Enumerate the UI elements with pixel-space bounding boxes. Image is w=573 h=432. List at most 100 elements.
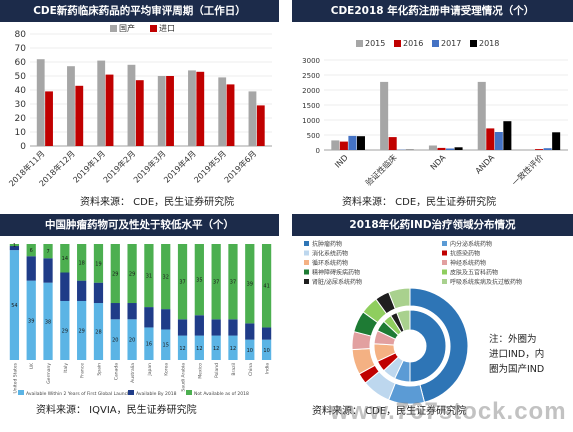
x-tick-label: Canada bbox=[113, 363, 119, 380]
bar-segment bbox=[9, 244, 20, 247]
y-tick-label: 0 bbox=[20, 142, 26, 152]
bar-segment bbox=[177, 335, 188, 360]
data-label: 12 bbox=[179, 346, 185, 352]
x-tick-label: China bbox=[248, 363, 254, 376]
bar-segment bbox=[26, 280, 36, 360]
legend-label: Available By 2018 bbox=[136, 391, 177, 397]
legend-swatch bbox=[442, 241, 447, 246]
y-tick-label: 80 bbox=[15, 30, 27, 40]
bar bbox=[188, 70, 196, 146]
legend-label: Available Within 2 Years of First Global… bbox=[26, 391, 130, 397]
data-label: 32 bbox=[163, 275, 169, 281]
data-label: 20 bbox=[129, 338, 135, 344]
data-label: 15 bbox=[163, 343, 169, 349]
x-tick-label: IND bbox=[333, 153, 350, 170]
legend-swatch bbox=[304, 260, 309, 265]
data-label: 37 bbox=[179, 280, 185, 286]
donut-slice bbox=[409, 287, 469, 403]
x-tick-label: Poland bbox=[214, 363, 220, 378]
legend-label: 抗肿瘤药物 bbox=[312, 240, 342, 248]
bar-segment bbox=[144, 244, 154, 308]
bar bbox=[36, 59, 45, 147]
bar-segment bbox=[211, 244, 221, 320]
x-tick-label: United States bbox=[12, 362, 18, 393]
data-label: 14 bbox=[62, 256, 68, 262]
review-cycle-chart: 010203040506070802018年11月2018年12月2019年1月… bbox=[7, 23, 272, 188]
data-label: 20 bbox=[112, 338, 118, 344]
legend-swatch bbox=[110, 25, 117, 32]
bar bbox=[166, 76, 174, 146]
legend-swatch bbox=[186, 390, 192, 395]
data-label: 38 bbox=[45, 319, 51, 325]
legend-swatch bbox=[394, 40, 401, 47]
y-tick-label: 20 bbox=[15, 114, 27, 124]
legend-label: 2018 bbox=[479, 39, 499, 48]
bar-segment bbox=[144, 307, 154, 328]
bar bbox=[339, 141, 348, 150]
data-label: 16 bbox=[146, 342, 152, 348]
legend-label: 内分泌系统药物 bbox=[450, 240, 492, 248]
bar-segment bbox=[177, 319, 188, 336]
bar-segment bbox=[144, 327, 154, 360]
legend-swatch bbox=[356, 40, 363, 47]
bar-segment bbox=[93, 282, 104, 304]
bar bbox=[45, 91, 53, 146]
y-tick-label: 30 bbox=[15, 100, 27, 110]
donut-slice bbox=[409, 309, 447, 383]
y-tick-label: 2500 bbox=[302, 72, 320, 80]
bar-segment bbox=[110, 244, 120, 304]
y-tick-label: 40 bbox=[15, 86, 27, 96]
bar-segment bbox=[43, 282, 53, 360]
legend-label: 2017 bbox=[441, 39, 461, 48]
bar bbox=[75, 85, 84, 146]
data-label: 39 bbox=[28, 318, 34, 324]
data-label: 7 bbox=[46, 249, 49, 255]
source-note: 资料来源： CDE，民生证券研究院 bbox=[312, 406, 467, 417]
legend-label: 2016 bbox=[403, 39, 423, 48]
legend-label: 抗感染药物 bbox=[450, 250, 480, 258]
legend-swatch bbox=[470, 40, 477, 47]
y-tick-label: 2000 bbox=[302, 87, 320, 95]
data-label: 35 bbox=[196, 278, 202, 284]
bar-segment bbox=[245, 323, 255, 340]
x-tick-label: Korea bbox=[164, 363, 170, 376]
legend-label: 循环系统药物 bbox=[312, 259, 348, 267]
x-tick-label: ANDA bbox=[474, 153, 497, 176]
bar-segment bbox=[9, 246, 20, 251]
source-note: 资料来源： IQVIA，民生证券研究院 bbox=[36, 405, 197, 416]
legend-swatch bbox=[442, 279, 447, 284]
bar-segment bbox=[127, 303, 137, 320]
x-tick-label: 验证性临床 bbox=[363, 152, 398, 187]
bar-segment bbox=[127, 319, 137, 360]
panel-ind-distribution: 2018年化药IND治疗领域分布情况 抗肿瘤药物 内分泌系统药物 消化系统药物 抗感染… bbox=[292, 214, 573, 428]
data-label: 29 bbox=[112, 272, 118, 278]
bar-segment bbox=[77, 300, 87, 360]
bar bbox=[196, 71, 205, 146]
x-tick-label: 一致性评价 bbox=[510, 152, 545, 187]
bar-segment bbox=[194, 244, 204, 316]
x-tick-label: Spain bbox=[96, 363, 102, 376]
bar bbox=[256, 105, 265, 146]
bar-segment bbox=[261, 339, 272, 360]
bar-segment bbox=[127, 244, 137, 304]
bar-segment bbox=[211, 335, 221, 360]
data-label: 37 bbox=[230, 280, 236, 286]
data-label: 1 bbox=[13, 243, 16, 249]
bar-segment bbox=[60, 272, 70, 301]
note-line: 进口IND，内 bbox=[489, 349, 545, 360]
bar bbox=[494, 132, 503, 150]
bar-segment bbox=[261, 327, 272, 340]
legend-label: 皮肤及五官科药物 bbox=[450, 269, 498, 277]
data-label: 31 bbox=[146, 274, 152, 280]
bar bbox=[331, 140, 340, 150]
bar bbox=[446, 148, 455, 150]
data-label: 19 bbox=[95, 261, 101, 267]
watermark: www.767stock.com bbox=[330, 398, 567, 425]
bar-segment bbox=[77, 244, 87, 281]
bar bbox=[127, 64, 136, 146]
bar-segment bbox=[43, 258, 53, 283]
bar bbox=[477, 81, 486, 150]
data-label: 29 bbox=[62, 328, 68, 334]
bar bbox=[135, 80, 144, 146]
